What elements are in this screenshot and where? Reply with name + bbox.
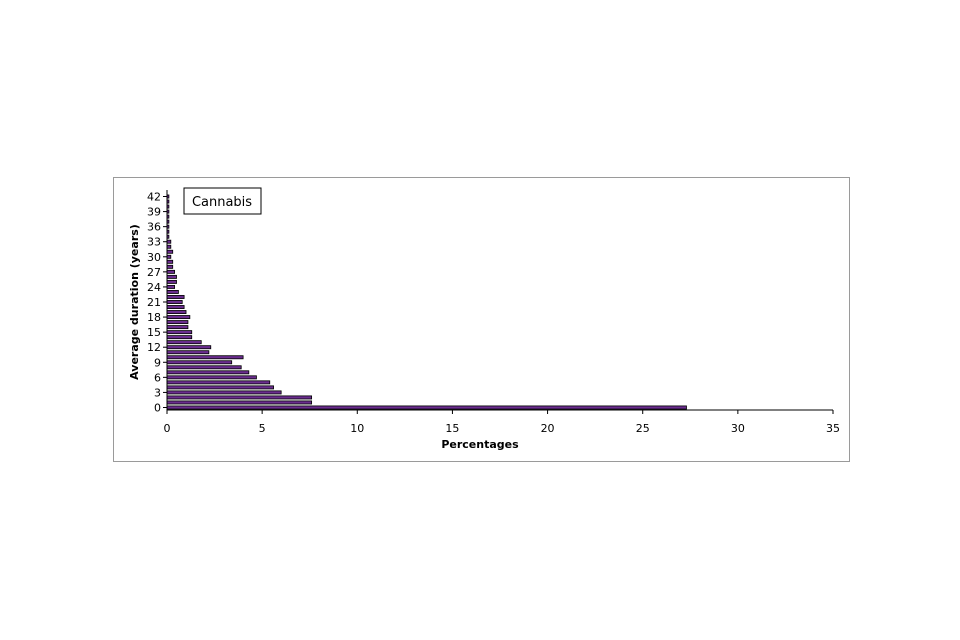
y-tick-label-3: 3 <box>154 386 161 399</box>
bar-20 <box>166 305 185 309</box>
y-tick-label-12: 12 <box>147 341 161 354</box>
bar-17 <box>166 320 189 325</box>
bar-8 <box>166 365 242 370</box>
bar-13 <box>166 340 202 345</box>
y-tick-label-42: 42 <box>147 191 161 204</box>
bar-29 <box>166 259 174 264</box>
bar-22 <box>166 295 185 299</box>
bar-3 <box>166 390 282 395</box>
bar-16 <box>166 325 189 330</box>
bars-group <box>166 194 687 410</box>
bar-23 <box>166 289 179 294</box>
y-tick-label-15: 15 <box>147 326 161 339</box>
legend: Cannabis <box>183 187 262 215</box>
bar-24 <box>166 284 176 289</box>
bar-28 <box>166 264 174 269</box>
bar-25 <box>166 279 177 284</box>
bar-2 <box>166 395 313 400</box>
x-axis-ticks: 0 5 10 15 20 25 30 35 <box>164 410 840 435</box>
y-tick-label-21: 21 <box>147 296 161 309</box>
y-tick-label-24: 24 <box>147 281 161 294</box>
bar-18 <box>166 315 191 320</box>
bar-33 <box>166 239 172 244</box>
x-tick-label-30: 30 <box>731 422 745 435</box>
bar-19 <box>166 310 187 315</box>
x-tick-label-20: 20 <box>541 422 555 435</box>
legend-label: Cannabis <box>192 195 252 210</box>
bar-5 <box>166 380 271 385</box>
y-tick-label-18: 18 <box>147 311 161 324</box>
bar-11 <box>166 350 210 355</box>
x-axis-title: Percentages <box>441 438 519 451</box>
bar-6 <box>166 375 257 380</box>
y-tick-label-33: 33 <box>147 236 161 249</box>
bar-30 <box>166 254 172 259</box>
legend-box <box>183 187 262 215</box>
y-tick-label-36: 36 <box>147 221 161 234</box>
bar-21 <box>166 300 183 304</box>
bar-26 <box>166 274 177 279</box>
x-tick-label-25: 25 <box>636 422 650 435</box>
bar-0 <box>166 405 687 410</box>
bar-12 <box>166 345 212 350</box>
bar-4 <box>166 385 274 390</box>
bar-27 <box>166 269 176 274</box>
bar-7 <box>166 370 250 375</box>
bar-10 <box>166 355 244 360</box>
x-tick-label-15: 15 <box>445 422 459 435</box>
x-tick-label-35: 35 <box>826 422 840 435</box>
y-tick-label-6: 6 <box>154 371 161 384</box>
y-tick-label-27: 27 <box>147 266 161 279</box>
bar-32 <box>166 244 172 249</box>
y-tick-label-39: 39 <box>147 206 161 219</box>
bar-1 <box>166 400 313 405</box>
x-tick-label-5: 5 <box>259 422 266 435</box>
y-tick-label-9: 9 <box>154 356 161 369</box>
y-tick-label-30: 30 <box>147 251 161 264</box>
bar-15 <box>166 330 193 335</box>
y-tick-label-0: 0 <box>154 401 161 414</box>
y-axis-title: Average duration (years) <box>128 224 141 380</box>
bar-14 <box>166 335 193 340</box>
chart-frame: 0 3 6 9 12 15 18 21 24 27 30 33 36 39 42 0 5 10 15 20 25 30 3… <box>113 177 850 462</box>
x-tick-label-0: 0 <box>164 422 171 435</box>
bar-9 <box>166 360 233 365</box>
bar-31 <box>166 249 174 254</box>
x-tick-label-10: 10 <box>350 422 364 435</box>
